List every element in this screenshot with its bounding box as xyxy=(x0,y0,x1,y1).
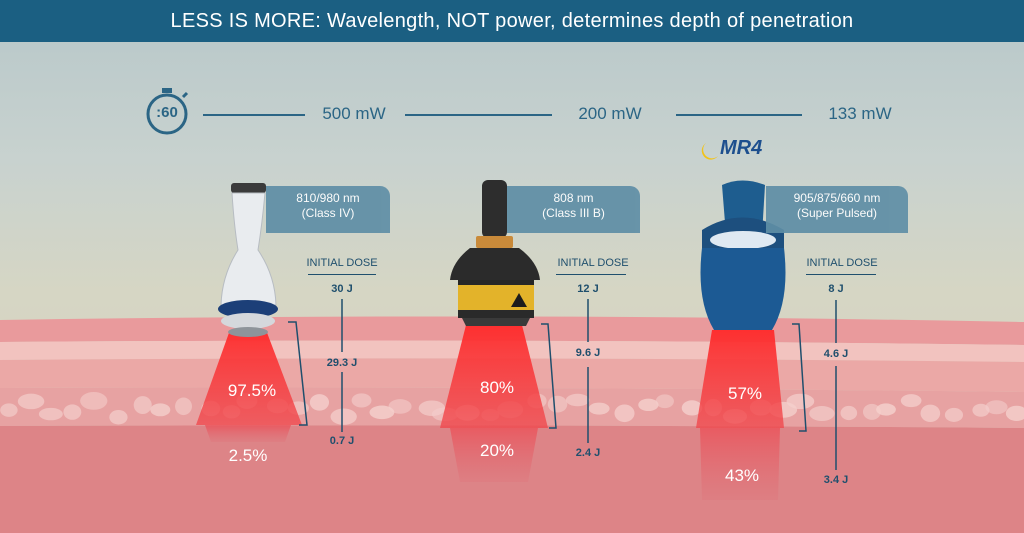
upper-dose-class-iii-b: 9.6 J xyxy=(575,347,601,359)
fat-cell xyxy=(133,396,152,415)
lower-percentage-class-iv: 2.5% xyxy=(228,446,268,465)
wavelength-tag-mr4: 905/875/660 nm (Super Pulsed) xyxy=(766,186,908,233)
fat-cell xyxy=(0,403,18,417)
beam-upper-class-iv xyxy=(196,330,302,425)
mr4-logo: MR4 xyxy=(720,137,763,159)
fat-cell xyxy=(681,400,703,416)
wavelength-class-iii-b: 808 nm xyxy=(553,191,594,205)
initial-dose-label: INITIAL DOSE xyxy=(806,257,878,269)
fat-cell xyxy=(588,402,610,415)
power-rule xyxy=(405,114,552,116)
upper-percentage-class-iv: 97.5% xyxy=(227,381,277,400)
fat-cell xyxy=(920,404,941,423)
mr4-probe-illustration xyxy=(700,180,786,330)
timer-label: :60 xyxy=(156,104,178,121)
fat-cell xyxy=(330,408,357,425)
fat-cell xyxy=(80,391,108,410)
fat-cell xyxy=(38,407,63,421)
beam-upper-class-iii-b xyxy=(440,325,548,428)
mr4-logo-mark xyxy=(701,143,718,160)
power-rule xyxy=(203,114,305,116)
fat-cell xyxy=(840,405,858,421)
initial-dose-label: INITIAL DOSE xyxy=(557,257,629,269)
fat-cell xyxy=(900,394,922,408)
fat-cell xyxy=(944,407,964,422)
fat-cell xyxy=(972,403,990,417)
fat-cell xyxy=(547,395,568,413)
fat-cell xyxy=(17,393,45,410)
fat-cell xyxy=(369,405,395,420)
wavelength-class-iv: 810/980 nm xyxy=(296,191,360,205)
fat-cell xyxy=(309,394,330,411)
class-label-class-iii-b: (Class III B) xyxy=(542,206,605,220)
class-iii-b-probe-illustration xyxy=(450,180,540,326)
stopwatch-icon xyxy=(146,88,189,135)
beam-lower-class-iii-b xyxy=(450,428,538,482)
class-iv-probe-illustration xyxy=(218,183,278,337)
fat-cell xyxy=(876,403,896,416)
power-class-iii-b: 200 mW xyxy=(578,104,642,123)
power-class-iv: 500 mW xyxy=(322,104,386,123)
wavelength-mr4: 905/875/660 nm xyxy=(793,191,881,205)
fat-cell xyxy=(63,404,82,420)
beam-lower-class-iv xyxy=(205,425,291,442)
beam-lower-mr4 xyxy=(700,428,780,500)
lower-percentage-mr4: 43% xyxy=(724,466,760,485)
power-rule xyxy=(676,114,802,116)
initial-dose-class-iv: 30 J xyxy=(331,283,353,295)
class-label-class-iv: (Class IV) xyxy=(301,206,355,220)
fat-cell xyxy=(351,393,372,408)
upper-percentage-mr4: 57% xyxy=(727,384,763,403)
fat-cell xyxy=(175,397,192,416)
upper-percentage-class-iii-b: 80% xyxy=(479,378,515,397)
fat-cell xyxy=(809,406,835,422)
initial-dose-label: INITIAL DOSE xyxy=(306,257,378,269)
fat-cell xyxy=(786,393,815,410)
dose-underline xyxy=(308,274,376,275)
wavelength-tag-class-iv: 810/980 nm (Class IV) xyxy=(266,186,390,233)
beam-upper-mr4 xyxy=(696,330,784,428)
fat-cell xyxy=(109,409,128,425)
lower-dose-class-iii-b: 2.4 J xyxy=(575,447,601,459)
fat-cell xyxy=(638,398,659,412)
fat-cell xyxy=(614,404,635,423)
depth-brackets xyxy=(288,321,807,432)
wavelength-tag-class-iii-b: 808 nm (Class III B) xyxy=(507,186,640,233)
upper-dose-mr4: 4.6 J xyxy=(823,348,849,360)
upper-dose-class-iv: 29.3 J xyxy=(326,357,358,369)
initial-dose-mr4: 8 J xyxy=(828,283,844,295)
initial-dose-class-iii-b: 12 J xyxy=(577,283,599,295)
fat-cell xyxy=(565,393,590,407)
fat-cell xyxy=(985,400,1008,415)
lower-percentage-class-iii-b: 20% xyxy=(479,441,515,460)
dose-underline xyxy=(556,274,626,275)
lower-dose-class-iv: 0.7 J xyxy=(329,435,355,447)
fat-cell xyxy=(862,403,881,420)
fat-cell xyxy=(150,403,171,417)
dose-connector-lines xyxy=(341,299,837,470)
fat-cell xyxy=(1005,405,1024,422)
power-mr4: 133 mW xyxy=(828,104,892,123)
fat-cell xyxy=(388,399,412,414)
fat-cell xyxy=(655,394,674,409)
lower-dose-mr4: 3.4 J xyxy=(823,474,849,486)
dose-underline xyxy=(806,274,876,275)
class-label-mr4: (Super Pulsed) xyxy=(796,206,878,220)
page-title: LESS IS MORE: Wavelength, NOT power, det… xyxy=(0,0,1024,42)
